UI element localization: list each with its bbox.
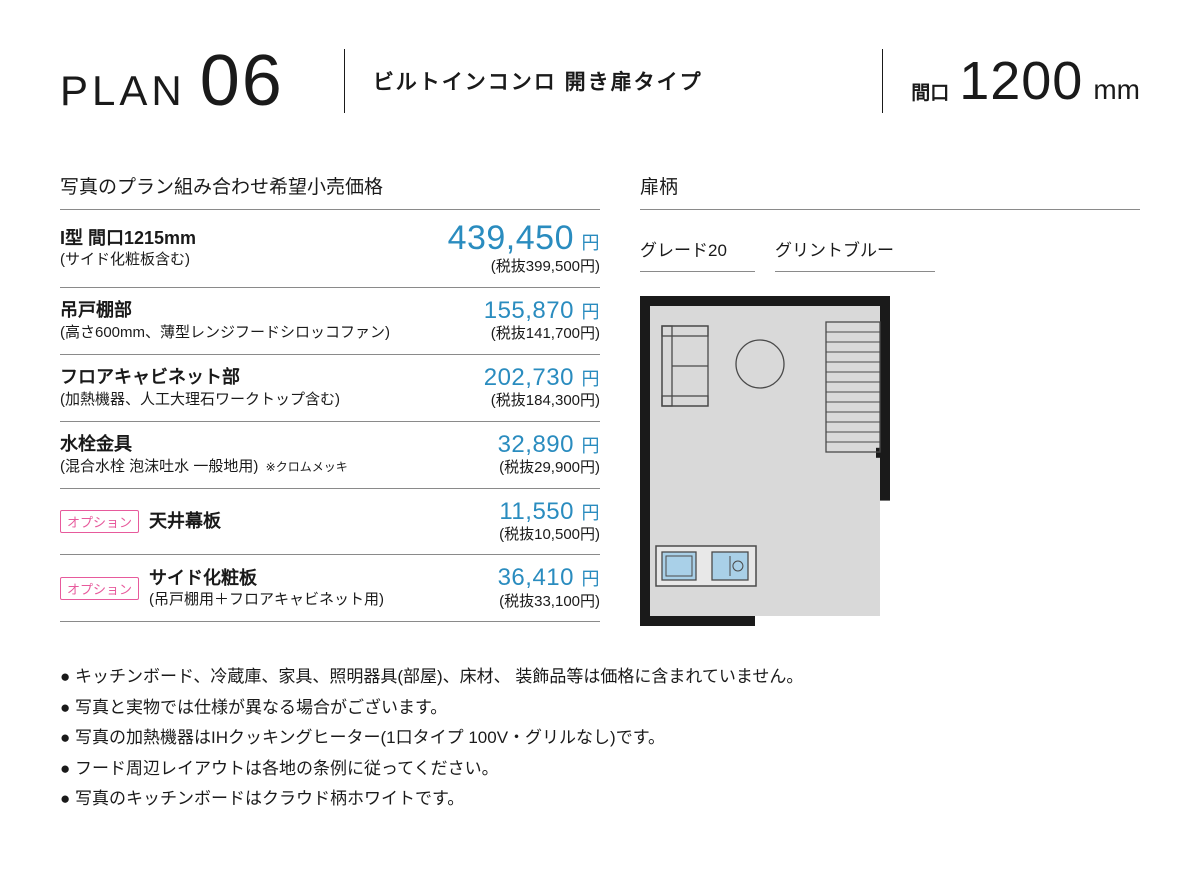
price-tax: (税抜29,900円) — [498, 458, 600, 478]
price-value: 32,890 円 — [498, 432, 600, 458]
subtitle: ビルトインコンロ 開き扉タイプ — [373, 66, 854, 96]
width-value: 1200 — [959, 50, 1083, 112]
note-item: 写真の加熱機器はIHクッキングヒーター(1口タイプ 100V・グリルなし)です。 — [60, 723, 1140, 754]
yen-unit: 円 — [576, 503, 600, 523]
door-grade: グレード20 — [640, 218, 755, 272]
price-row-left: 吊戸棚部(高さ600mm、薄型レンジフードシロッコファン) — [60, 299, 484, 342]
price-row-text: I型 間口1215mm(サイド化粧板含む) — [60, 227, 196, 270]
price-row-right: 155,870 円(税抜141,700円) — [484, 298, 600, 344]
note-item: 写真のキッチンボードはクラウド柄ホワイトです。 — [60, 784, 1140, 815]
price-row-sublabel: (サイド化粧板含む) — [60, 250, 196, 270]
price-row-label: フロアキャビネット部 — [60, 366, 340, 389]
width-unit: mm — [1093, 74, 1140, 106]
price-row-right: 32,890 円(税抜29,900円) — [498, 432, 600, 478]
price-row-label: サイド化粧板 — [149, 567, 384, 590]
price-value: 36,410 円 — [498, 565, 600, 591]
floorplan — [640, 296, 1140, 626]
price-value: 439,450 円 — [448, 220, 600, 257]
option-tag: オプション — [60, 577, 139, 600]
price-row-right: 11,550 円(税抜10,500円) — [499, 499, 600, 545]
price-tax: (税抜399,500円) — [448, 257, 600, 277]
door-info: グレード20 グリントブルー — [640, 218, 1140, 272]
price-row-sublabel: (加熱機器、人工大理石ワークトップ含む) — [60, 390, 340, 410]
divider — [344, 49, 345, 113]
main: 写真のプラン組み合わせ希望小売価格 I型 間口1215mm(サイド化粧板含む) 4… — [60, 172, 1140, 626]
yen-unit: 円 — [576, 302, 600, 322]
width-block: 間口 1200 mm — [911, 50, 1140, 112]
floorplan-svg — [640, 296, 890, 626]
notes-list: キッチンボード、冷蔵庫、家具、照明器具(部屋)、床材、 装飾品等は価格に含まれて… — [60, 662, 1140, 815]
price-row-right: 439,450 円(税抜399,500円) — [448, 220, 600, 277]
price-section-title: 写真のプラン組み合わせ希望小売価格 — [60, 172, 600, 210]
price-row-right: 202,730 円(税抜184,300円) — [484, 365, 600, 411]
price-row-text: 吊戸棚部(高さ600mm、薄型レンジフードシロッコファン) — [60, 299, 390, 342]
price-row: オプション天井幕板11,550 円(税抜10,500円) — [60, 489, 600, 556]
price-row: オプションサイド化粧板(吊戸棚用＋フロアキャビネット用)36,410 円(税抜3… — [60, 555, 600, 622]
price-row: 水栓金具(混合水栓 泡沫吐水 一般地用) ※クロムメッキ 32,890 円(税抜2… — [60, 422, 600, 489]
price-row-label: 天井幕板 — [149, 510, 221, 533]
price-tax: (税抜10,500円) — [499, 525, 600, 545]
plan-number: 06 — [200, 40, 284, 122]
plan-block: PLAN 06 — [60, 40, 316, 122]
price-row-label: 吊戸棚部 — [60, 299, 390, 322]
price-column: 写真のプラン組み合わせ希望小売価格 I型 間口1215mm(サイド化粧板含む) 4… — [60, 172, 600, 626]
price-tax: (税抜33,100円) — [498, 592, 600, 612]
door-color-name: グリントブルー — [775, 218, 935, 272]
price-row-left: 水栓金具(混合水栓 泡沫吐水 一般地用) ※クロムメッキ — [60, 433, 498, 476]
note-item: フード周辺レイアウトは各地の条例に従ってください。 — [60, 754, 1140, 785]
price-tax: (税抜141,700円) — [484, 324, 600, 344]
price-row-text: 天井幕板 — [149, 510, 221, 533]
yen-unit: 円 — [576, 369, 600, 389]
price-value: 155,870 円 — [484, 298, 600, 324]
price-rows: I型 間口1215mm(サイド化粧板含む) 439,450 円(税抜399,500… — [60, 210, 600, 622]
price-row-text: 水栓金具(混合水栓 泡沫吐水 一般地用) ※クロムメッキ — [60, 433, 348, 476]
price-row-sublabel: (混合水栓 泡沫吐水 一般地用) ※クロムメッキ — [60, 457, 348, 477]
plan-label: PLAN — [60, 67, 186, 115]
note-item: キッチンボード、冷蔵庫、家具、照明器具(部屋)、床材、 装飾品等は価格に含まれて… — [60, 662, 1140, 693]
divider — [882, 49, 883, 113]
door-header: 扉柄 — [640, 172, 1140, 210]
price-row-sublabel: (高さ600mm、薄型レンジフードシロッコファン) — [60, 323, 390, 343]
price-value: 202,730 円 — [484, 365, 600, 391]
header: PLAN 06 ビルトインコンロ 開き扉タイプ 間口 1200 mm — [60, 40, 1140, 122]
price-row-left: I型 間口1215mm(サイド化粧板含む) — [60, 227, 448, 270]
price-row-left: オプション天井幕板 — [60, 510, 499, 533]
price-value: 11,550 円 — [499, 499, 600, 525]
price-row-text: サイド化粧板(吊戸棚用＋フロアキャビネット用) — [149, 567, 384, 610]
width-label: 間口 — [911, 78, 949, 105]
option-tag: オプション — [60, 510, 139, 533]
price-row-label: I型 間口1215mm — [60, 227, 196, 250]
price-tax: (税抜184,300円) — [484, 391, 600, 411]
note-item: 写真と実物では仕様が異なる場合がございます。 — [60, 693, 1140, 724]
price-row-text: フロアキャビネット部(加熱機器、人工大理石ワークトップ含む) — [60, 366, 340, 409]
yen-unit: 円 — [576, 233, 600, 253]
price-row: 吊戸棚部(高さ600mm、薄型レンジフードシロッコファン) 155,870 円(税… — [60, 288, 600, 355]
yen-unit: 円 — [576, 569, 600, 589]
price-row: I型 間口1215mm(サイド化粧板含む) 439,450 円(税抜399,500… — [60, 210, 600, 288]
price-row-left: フロアキャビネット部(加熱機器、人工大理石ワークトップ含む) — [60, 366, 484, 409]
price-row-label: 水栓金具 — [60, 433, 348, 456]
price-row: フロアキャビネット部(加熱機器、人工大理石ワークトップ含む)202,730 円(… — [60, 355, 600, 422]
price-row-left: オプションサイド化粧板(吊戸棚用＋フロアキャビネット用) — [60, 567, 498, 610]
price-row-sublabel: (吊戸棚用＋フロアキャビネット用) — [149, 590, 384, 610]
right-column: 扉柄 グレード20 グリントブルー — [640, 172, 1140, 626]
price-row-note: ※クロムメッキ — [262, 460, 347, 474]
yen-unit: 円 — [576, 436, 600, 456]
price-row-right: 36,410 円(税抜33,100円) — [498, 565, 600, 611]
